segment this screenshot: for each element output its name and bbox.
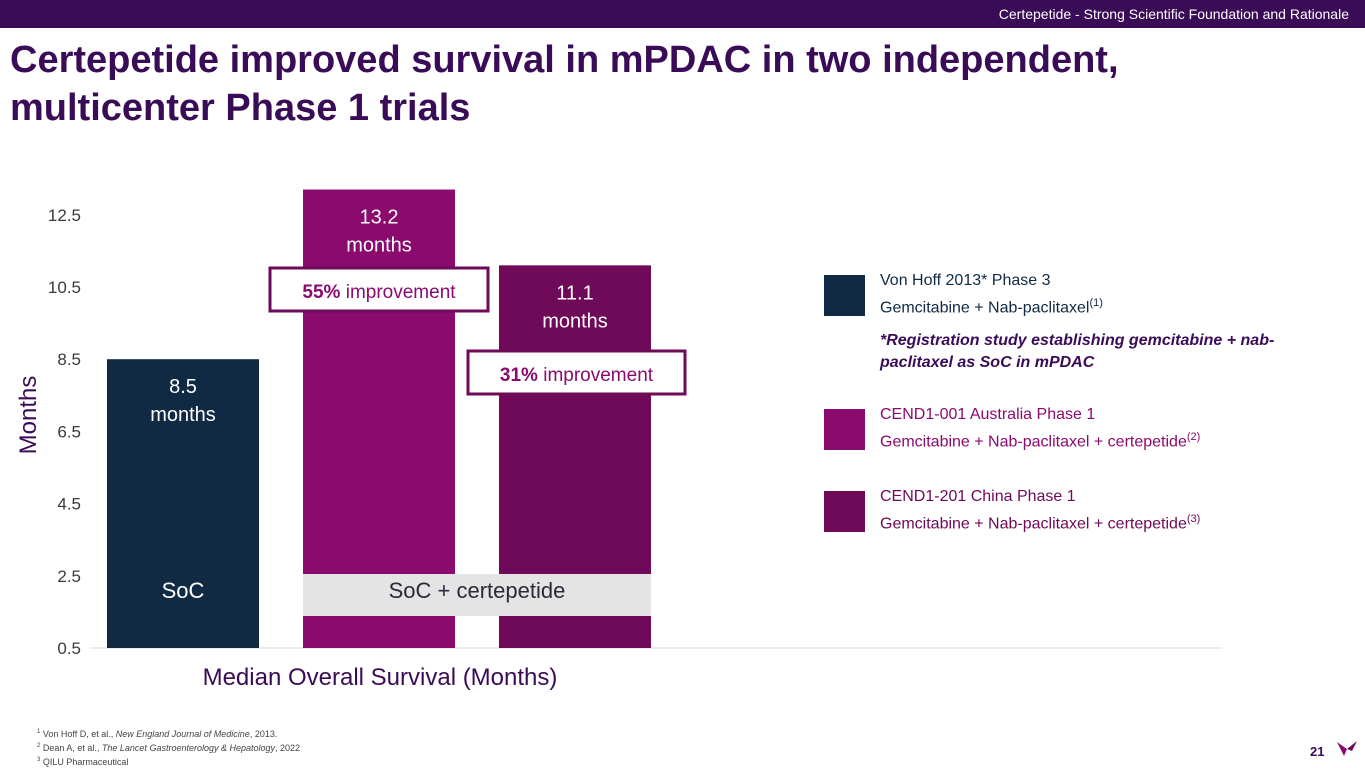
footnote-text: QILU Pharmaceutical [42,757,129,767]
bar-unit-label: months [150,404,216,426]
page-number: 21 [1310,744,1325,759]
improvement-box [466,349,687,396]
y-tick-label: 6.5 [57,422,81,441]
company-logo-icon [1337,741,1357,756]
bar-value-label: 8.5 [169,376,197,398]
bar-value-label: 11.1 [556,282,593,304]
footnote-3: 3 QILU Pharmaceutical [37,754,300,768]
y-tick-label: 4.5 [57,495,81,514]
footnote-number: 1 [37,729,41,735]
y-tick-label: 2.5 [57,567,81,586]
footnote-text: , 2013. [249,729,278,739]
y-tick-label: 8.5 [57,350,81,369]
footnote-source: New England Journal of Medicine [115,729,250,739]
footnote-text: Von Hoff D, et al., [42,729,116,739]
legend-footnote-ref: (1) [1089,297,1103,309]
footnote-number: 2 [37,743,41,749]
legend-text: Von Hoff 2013* Phase 3 Gemcitabine + Nab… [880,270,1340,319]
improvement-label: 55% improvement [302,282,456,303]
y-tick-label: 0.5 [57,639,81,658]
footnote-text: , 2022 [275,743,301,753]
improvement-percent: 31% [500,365,538,386]
footnote-2: 2 Dean A, et al., The Lancet Gastroenter… [37,740,300,754]
legend-swatch [824,275,865,316]
legend-text: CEND1-001 Australia Phase 1 Gemcitabine … [880,404,1340,453]
survival-bar-chart: 0.5 2.5 4.5 6.5 8.5 10.5 12.5 8.5 months 13.2 mon… [15,189,1222,691]
footnote-number: 3 [37,757,41,763]
legend-regimen: Gemcitabine + Nab-paclitaxel + certepeti… [880,426,1340,453]
combo-group-label: SoC + certepetide [389,578,566,603]
legend-title: CEND1-001 Australia Phase 1 [880,406,1096,423]
section-title: Certepetide - Strong Scientific Foundati… [998,6,1349,22]
y-tick-label: 12.5 [48,206,81,225]
improvement-label: 31% improvement [500,365,654,386]
legend-regimen: Gemcitabine + Nab-paclitaxel(1) [880,292,1340,319]
x-axis-title: Median Overall Survival (Months) [203,664,558,691]
legend-regimen-text: Gemcitabine + Nab-paclitaxel + certepeti… [880,433,1187,451]
legend-swatch [824,491,865,532]
legend-text: CEND1-201 China Phase 1 Gemcitabine + Na… [880,486,1340,535]
improvement-text: improvement [538,365,654,386]
soc-group-label: SoC [162,578,205,603]
y-axis-title: Months [15,376,42,455]
legend-regimen-text: Gemcitabine + Nab-paclitaxel + certepeti… [880,515,1187,533]
legend-title: Von Hoff 2013* Phase 3 [880,272,1051,289]
legend-regimen: Gemcitabine + Nab-paclitaxel + certepeti… [880,508,1340,535]
bar-unit-label: months [542,310,608,332]
bar-value-label: 13.2 [360,207,399,229]
legend-footnote-ref: (2) [1186,431,1201,443]
improvement-percent: 55% [302,282,340,303]
legend-note: *Registration study establishing gemcita… [880,332,1275,371]
legend-title: CEND1-201 China Phase 1 [880,488,1076,505]
combo-group-band [303,574,651,616]
footnote-1: 1 Von Hoff D, et al., New England Journa… [37,726,300,740]
improvement-box [268,266,490,313]
legend-regimen-text: Gemcitabine + Nab-paclitaxel [880,299,1090,317]
footnotes: 1 Von Hoff D, et al., New England Journa… [37,726,300,768]
legend-swatch [824,409,865,450]
legend-footnote-ref: (3) [1186,513,1201,525]
top-banner: Certepetide - Strong Scientific Foundati… [0,0,1365,28]
bar-unit-label: months [346,235,412,257]
y-tick-label: 10.5 [48,278,81,297]
improvement-text: improvement [340,282,456,303]
footnote-text: Dean A, et al., [42,743,102,753]
page-title: Certepetide improved survival in mPDAC i… [10,39,1119,129]
bar [303,189,455,648]
footnote-source: The Lancet Gastroenterology & Hepatology [101,743,276,753]
bar [107,359,259,648]
